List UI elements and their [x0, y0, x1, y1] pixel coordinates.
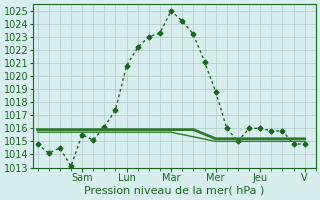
X-axis label: Pression niveau de la mer( hPa ): Pression niveau de la mer( hPa ) — [84, 186, 265, 196]
